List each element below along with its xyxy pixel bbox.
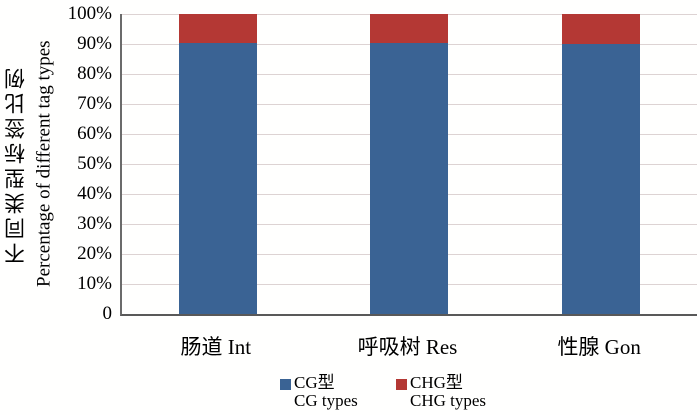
- y-tick-label: 10%: [77, 273, 112, 294]
- legend-label-chg-zh: CHG型: [410, 373, 463, 392]
- plot-area: [120, 14, 697, 316]
- x-category-label: 性腺 Gon: [557, 335, 641, 359]
- x-axis-category-labels: 肠道 Int 呼吸树 Res 性腺 Gon: [120, 331, 695, 359]
- legend-label-cg-zh: CG型: [294, 373, 335, 392]
- y-tick-label: 90%: [77, 33, 112, 54]
- bar-segment-cg: [370, 43, 449, 314]
- legend-label-chg-en: CHG types: [410, 391, 487, 410]
- bar-segment-chg: [178, 14, 257, 43]
- legend-item-cg: CG型 CG types: [280, 374, 358, 410]
- legend: CG型 CG types CHG型 CHG types: [0, 374, 700, 414]
- y-tick-label: 40%: [77, 183, 112, 204]
- y-tick-label: 80%: [77, 63, 112, 84]
- stacked-bar-2: [370, 14, 449, 314]
- y-tick-label: 100%: [67, 3, 112, 24]
- bar-slot: [505, 14, 697, 314]
- bar-segment-cg: [178, 42, 257, 314]
- legend-label-cg-en: CG types: [294, 391, 358, 410]
- bar-segment-chg: [562, 14, 641, 45]
- y-axis-tick-labels: 100% 90% 80% 70% 60% 50% 40% 30% 20% 10% 0: [0, 4, 112, 324]
- stacked-bar-3: [562, 14, 641, 314]
- bar-segment-cg: [562, 44, 641, 314]
- x-category-label: 肠道 Int: [180, 335, 252, 359]
- y-tick-label: 30%: [77, 213, 112, 234]
- stacked-bar-1: [178, 14, 257, 314]
- bar-slot: [122, 14, 314, 314]
- legend-swatch-cg-icon: [280, 379, 291, 390]
- bar-slot: [314, 14, 506, 314]
- bar-segment-chg: [370, 14, 449, 44]
- y-tick-label: 70%: [77, 93, 112, 114]
- y-tick-label: 20%: [77, 243, 112, 264]
- x-category-label: 呼吸树 Res: [357, 335, 458, 359]
- legend-item-chg: CHG型 CHG types: [396, 374, 486, 410]
- legend-label-cg: CG型 CG types: [294, 374, 358, 410]
- y-tick-label: 50%: [77, 153, 112, 174]
- y-tick-label: 60%: [77, 123, 112, 144]
- y-tick-label: 0: [102, 303, 113, 324]
- legend-swatch-chg-icon: [396, 379, 407, 390]
- legend-label-chg: CHG型 CHG types: [410, 374, 486, 410]
